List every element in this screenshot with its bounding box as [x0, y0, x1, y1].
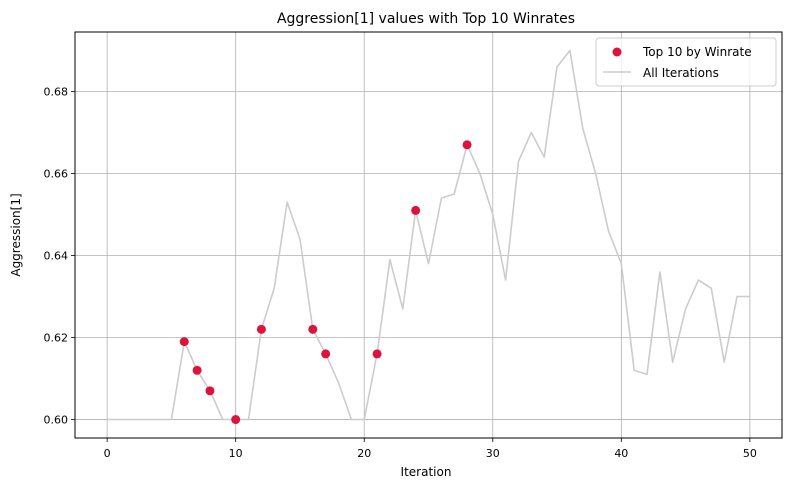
x-tick-label: 30	[486, 447, 500, 460]
top10-point	[192, 365, 202, 375]
legend-marker-top10	[612, 47, 622, 57]
y-tick-label: 0.66	[44, 167, 69, 180]
top10-point	[256, 324, 266, 334]
top10-point	[205, 386, 215, 396]
all-iterations-line	[107, 49, 750, 421]
x-tick-label: 0	[104, 447, 111, 460]
y-tick-label: 0.64	[44, 250, 69, 263]
line-series	[107, 49, 750, 421]
x-tick-label: 10	[229, 447, 243, 460]
y-axis-label: Aggression[1]	[9, 193, 23, 276]
top10-point	[231, 415, 241, 425]
top10-point	[308, 324, 318, 334]
x-axis-label: Iteration	[401, 465, 452, 479]
x-tick-label: 20	[357, 447, 371, 460]
top10-point	[411, 205, 421, 215]
legend: Top 10 by Winrate All Iterations	[595, 37, 777, 87]
grid	[75, 32, 782, 438]
chart-title: Aggression[1] values with Top 10 Winrate…	[277, 11, 575, 27]
scatter-series	[179, 140, 472, 425]
legend-box	[595, 37, 777, 87]
top10-point	[372, 349, 382, 359]
legend-label-top10: Top 10 by Winrate	[642, 45, 752, 59]
top10-point	[179, 337, 189, 347]
axis-ticks: 0 10 20 30 40 50 0.60 0.62 0.64 0.66 0.68	[44, 85, 757, 460]
y-tick-label: 0.60	[44, 414, 69, 427]
legend-label-all-iterations: All Iterations	[643, 66, 719, 80]
x-tick-label: 40	[614, 447, 628, 460]
top10-point	[462, 140, 472, 150]
x-tick-label: 50	[743, 447, 757, 460]
y-tick-label: 0.68	[44, 85, 69, 98]
y-tick-label: 0.62	[44, 332, 69, 345]
plot-frame	[74, 31, 783, 439]
top10-point	[321, 349, 331, 359]
